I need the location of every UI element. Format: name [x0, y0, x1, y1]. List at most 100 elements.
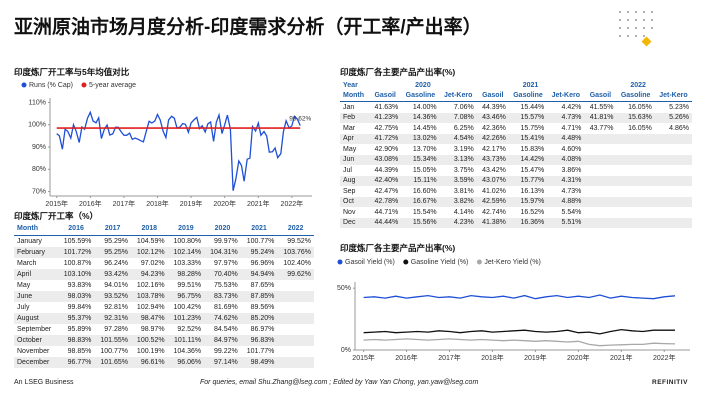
table-cell: Feb [340, 112, 370, 123]
table-cell [616, 207, 654, 218]
table-cell: 2019 [167, 222, 205, 236]
table-cell: 99.84% [67, 304, 92, 311]
table-cell: 101.11% [167, 335, 205, 346]
table-cell: 100.77% [100, 348, 128, 355]
table-cell: 15.57% [508, 112, 548, 123]
table-cell: 3.13% [439, 154, 477, 165]
table-title: 印度炼厂各主要产品产出率(%) [340, 67, 456, 77]
table-cell: 103.76% [277, 247, 314, 258]
table-cell: 16.05% [628, 124, 652, 132]
table-cell: 98.28% [167, 269, 205, 280]
table-cell: 15.83% [520, 145, 545, 153]
table-cell: 104.31% [204, 247, 241, 258]
table-cell: 16.13% [520, 187, 545, 195]
x-tick-label: 2017年 [113, 199, 136, 208]
table-cell: May [17, 282, 31, 289]
table-cell: January [17, 238, 42, 245]
table-row: March 100.87% 96.24% 97.02% 103.33% 97.97% 96.… [14, 258, 314, 269]
table-row: July 99.84% 92.81% 102.94% 100.42% 81.69% 89.5… [14, 302, 314, 313]
x-tick-label: 2018年 [146, 199, 169, 208]
table-cell: 44.39% [482, 103, 506, 111]
table-cell: 4.14% [453, 208, 474, 216]
annotation: 99.62% [289, 115, 311, 122]
table-cell: 4.31% [547, 175, 585, 186]
table-row: June 98.03% 93.52% 103.78% 96.75% 83.73% 87.85… [14, 291, 314, 302]
table-cell [584, 165, 616, 176]
table-cell: 95.37% [57, 313, 95, 324]
x-tick-label: 2019年 [524, 353, 547, 362]
table-cell: 94.23% [130, 269, 168, 280]
table-row: April 103.10% 93.42% 94.23% 98.28% 70.40% 94.9… [14, 269, 314, 280]
table-cell: 104.59% [136, 238, 165, 245]
table-cell [584, 217, 617, 228]
table-cell: 16.36% [508, 217, 548, 228]
table-cell: 4.42% [561, 103, 582, 111]
table-cell [654, 217, 692, 228]
table-cell [277, 346, 314, 357]
table-cell: 96.83% [240, 335, 278, 346]
table-cell: 42.17% [482, 145, 506, 153]
table-cell: 100.42% [173, 304, 202, 311]
legend-label: 5-year average [89, 82, 136, 89]
table-cell: 98.83% [57, 335, 95, 346]
table-cell: 2021 [522, 81, 539, 89]
table-cell [655, 207, 692, 218]
table-cell [655, 165, 692, 176]
table-cell: 97.97% [214, 260, 238, 267]
table-cell: 14.00% [412, 103, 437, 111]
table-cell: 2018 [130, 222, 168, 236]
table-cell [616, 144, 654, 155]
table-cell: 15.41% [508, 133, 548, 144]
table-cell: 4.73% [561, 187, 582, 195]
table-cell: 2021 [240, 222, 278, 236]
table-cell: Gasoline [401, 90, 440, 102]
table-cell: 14.42% [508, 154, 548, 165]
table-cell: 98.03% [57, 291, 95, 302]
table-cell: 4.73% [547, 112, 585, 123]
table-title: 印度炼厂开工率（%） [14, 211, 99, 221]
table-cell: 96.75% [167, 291, 205, 302]
table-cell: 13.70% [412, 145, 437, 153]
table-cell: 96.96% [250, 260, 275, 267]
table-cell: 6.25% [453, 124, 474, 132]
table-cell: Aug [340, 175, 370, 186]
table-cell: 99.52% [287, 238, 311, 245]
y-tick-label: 50% [337, 285, 351, 292]
table-cell: 41.72% [369, 133, 402, 144]
table-cell [277, 357, 314, 368]
table-cell: 102.16% [136, 282, 165, 289]
legend-marker [21, 82, 27, 88]
table-cell: 15.47% [520, 166, 545, 174]
table-cell: 4.88% [547, 196, 585, 207]
table-row: Mar 42.75% 14.45% 6.25% 42.36% 15.75% 4.71% 43.… [340, 123, 692, 134]
table-row: Feb 41.23% 14.36% 7.08% 43.46% 15.57% 4.73% 41.… [340, 112, 692, 123]
table-cell: 44.71% [374, 208, 399, 216]
table-cell: November [17, 348, 50, 355]
table-cell: February [14, 247, 58, 258]
yield-chart: Gasoil Yield (%) Gasoline Yield (%) Jet-Ke… [337, 259, 690, 362]
table-row: Nov 44.71% 15.54% 4.14% 42.74% 16.52% 5.54% [340, 207, 692, 218]
table-cell: Oct [340, 196, 370, 207]
table-cell: 42.90% [374, 145, 399, 153]
table-cell: 93.42% [94, 269, 131, 280]
table-cell: 95.89% [67, 326, 92, 333]
table-row: May 93.83% 94.01% 102.16% 99.51% 75.53% 87.65% [14, 280, 314, 291]
table-cell: 43.07% [476, 175, 509, 186]
table-cell [277, 280, 314, 291]
x-tick-label: 2019年 [180, 199, 203, 208]
table-cell: 81.69% [214, 304, 238, 311]
table-cell: 5.51% [547, 217, 585, 228]
table-cell: 15.34% [401, 154, 440, 165]
table-cell: 15.75% [520, 124, 545, 132]
table-cell: 4.23% [439, 217, 477, 228]
table-cell: December [14, 357, 58, 368]
table-cell: 95.29% [104, 238, 128, 245]
table-cell: 41.02% [482, 187, 506, 195]
table-cell [654, 196, 692, 207]
table-row: Sep 42.47% 16.60% 3.81% 41.02% 16.13% 4.73% [340, 186, 692, 197]
table-cell: 41.23% [369, 112, 402, 123]
table-cell [584, 207, 616, 218]
table-cell: 42.59% [476, 196, 509, 207]
table-cell: 43.46% [476, 112, 509, 123]
